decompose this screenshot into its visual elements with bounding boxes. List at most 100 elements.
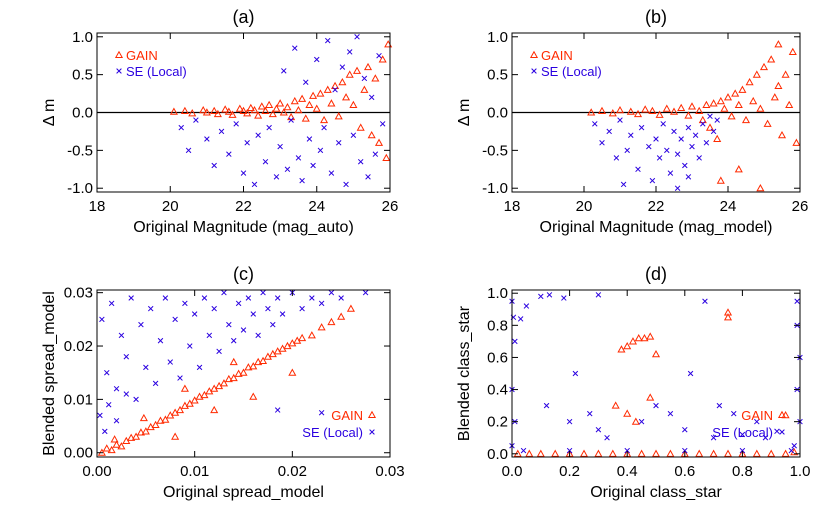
data-point-gain [626,107,635,115]
data-point-gain [268,109,277,118]
data-point-se-local [762,434,769,441]
data-point-gain [611,401,620,409]
data-point-gain [290,96,299,105]
data-point-gain [151,420,160,429]
data-point-gain [646,393,655,401]
data-point-se-local [716,402,723,409]
data-point-se-local [592,121,598,127]
data-point-se-local [628,132,634,138]
data-point-se-local [561,295,567,301]
data-point-se-local [284,166,291,173]
data-point-se-local [702,298,708,304]
data-point-se-local [211,305,217,312]
data-point-gain [244,363,253,371]
data-point-se-local [660,121,666,127]
data-point-gain [633,109,643,118]
data-point-gain [641,105,650,113]
data-point-se-local [104,369,110,376]
legend-marker-gain [367,410,377,419]
y-tick-label: 0.01 [64,391,93,408]
data-point-gain [720,104,729,112]
data-point-se-local [667,170,674,176]
data-point-se-local [270,321,276,328]
x-tick-label: 18 [89,198,106,215]
data-point-gain [112,440,121,448]
data-point-se-local [273,174,280,180]
data-point-se-local [774,428,780,435]
x-tick-label: 26 [792,198,809,215]
data-point-gain [345,70,354,78]
series-se-local [97,289,369,435]
y-axis-label: Blended class_star [456,305,473,441]
data-point-se-local [277,143,283,150]
data-point-gain [331,81,340,90]
data-point-gain [195,392,204,400]
data-point-gain [634,333,643,342]
data-point-se-local [226,151,232,157]
data-point-gain [334,112,343,120]
data-point-gain [371,74,380,82]
data-point-gain [127,433,136,441]
data-point-se-local [646,143,652,150]
data-point-se-local [523,303,530,309]
data-point-gain [623,341,632,350]
data-point-se-local [649,177,656,184]
panel-title: (b) [645,7,667,27]
data-point-se-local [376,52,382,59]
data-point-gain [382,153,391,161]
data-point-se-local [196,364,203,371]
legend-label-gain: GAIN [331,408,363,423]
data-point-gain [349,100,358,108]
data-point-gain [229,357,238,366]
data-point-gain [132,432,141,440]
y-tick-label: 0.00 [64,445,93,462]
data-point-gain [651,350,661,358]
data-point-gain [156,416,165,424]
data-point-gain [257,102,266,110]
x-tick-label: 0.0 [502,463,523,480]
data-point-se-local [739,431,746,438]
plot-frame [96,289,391,458]
data-point-se-local [167,359,174,365]
y-tick-label: 0.6 [487,349,508,366]
data-point-gain [677,103,686,112]
y-axis-label: Δ m [456,99,473,127]
data-point-se-local [517,316,524,322]
legend-label-se-local: SE (Local) [712,425,773,440]
data-point-se-local [687,370,694,377]
data-point-gain [687,102,697,110]
data-point-se-local [595,292,602,298]
x-tick-label: 22 [648,198,665,215]
data-point-se-local [265,305,271,312]
data-point-gain [615,105,625,114]
data-point-gain [785,100,794,108]
data-point-se-local [791,443,797,449]
data-point-se-local [191,311,198,317]
x-tick-label: 0.4 [617,463,638,480]
data-point-gain [141,427,150,435]
data-point-se-local [281,68,287,74]
data-point-gain [628,337,638,345]
x-axis-label: Original spread_model [163,484,324,501]
panel-title: (d) [645,264,667,284]
legend-marker-se-local [369,429,375,435]
data-point-gain [579,449,589,457]
data-point-gain [587,108,596,116]
data-point-se-local [604,434,610,441]
data-point-gain [356,123,365,131]
data-point-gain [788,47,797,55]
chart-panel-3: 0.00 0.01 0.02 0.03 0.00 0.01 0.02 0.03 (c) Origi… [41,264,405,501]
data-point-gain [713,134,722,143]
data-point-se-local [240,170,247,176]
data-point-gain [239,368,248,376]
data-point-gain [110,435,119,443]
data-point-se-local [250,311,257,317]
legend-marker-se-local [779,429,785,435]
y-axis-label: Δ m [41,99,58,127]
x-tick-label: 24 [308,198,325,215]
data-point-gain [202,108,211,116]
data-point-gain [265,100,274,108]
data-point-se-local [674,151,681,157]
legend-label-se-local: SE (Local) [302,425,363,440]
